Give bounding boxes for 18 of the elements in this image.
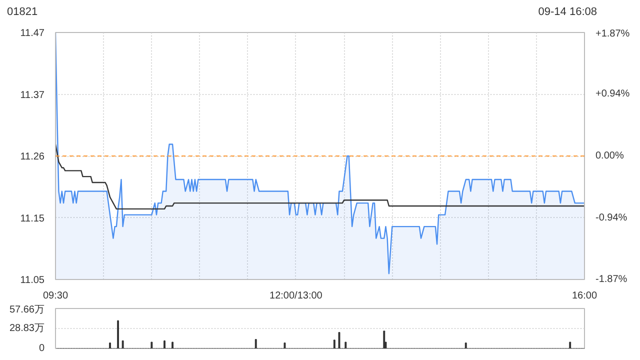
y-tick-label: 11.15 (20, 213, 45, 224)
y-tick-label: 0 (38, 343, 45, 354)
y2-tick-label: -0.94% (596, 212, 628, 224)
y2-tick-label: +1.87% (596, 28, 630, 40)
y2-tick-label: +0.94% (596, 88, 630, 100)
x-tick-label: 09:30 (42, 290, 68, 302)
y-tick-label: 28.83万 (9, 323, 45, 334)
y-tick-label: 11.37 (20, 90, 45, 101)
y2-tick-label: -1.87% (596, 274, 628, 285)
text: 09-14 16:08 (538, 5, 597, 20)
y-tick-label: 11.47 (20, 28, 45, 39)
x-tick-label: 16:00 (572, 290, 598, 302)
y-tick-label: 11.05 (20, 275, 45, 286)
x-tick-label: 12:00/13:00 (270, 290, 323, 302)
y-tick-label: 57.66万 (9, 304, 45, 316)
y2-tick-label: 0.00% (596, 150, 624, 162)
chart-title: 01821 (7, 5, 38, 20)
y-tick-label: 11.26 (20, 152, 45, 162)
